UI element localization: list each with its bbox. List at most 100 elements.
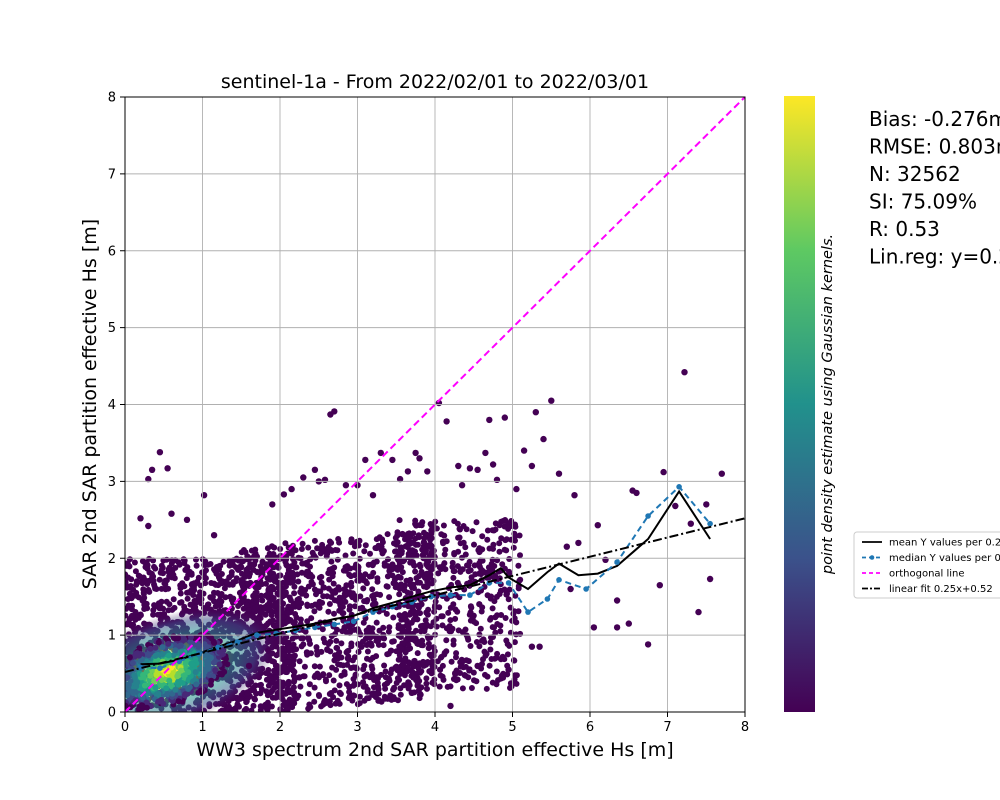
density-point: [290, 684, 297, 691]
density-point: [488, 593, 495, 600]
density-point: [298, 635, 305, 642]
density-point: [295, 578, 302, 585]
density-point: [389, 572, 396, 579]
density-point: [336, 539, 343, 546]
density-point: [391, 685, 397, 692]
density-point: [279, 656, 286, 662]
density-point: [367, 634, 374, 641]
density-point: [326, 672, 333, 679]
density-point: [279, 619, 285, 625]
density-point: [411, 658, 418, 665]
density-point: [375, 686, 382, 693]
density-point: [439, 662, 446, 669]
density-point: [364, 648, 371, 655]
scatter-point: [458, 482, 466, 489]
density-point: [411, 585, 417, 592]
density-point: [297, 589, 304, 595]
density-point: [508, 683, 515, 690]
density-point: [476, 631, 483, 638]
scatter-point: [358, 643, 365, 650]
density-point: [428, 566, 435, 573]
density-point: [331, 564, 338, 571]
density-point: [282, 540, 289, 547]
density-point: [259, 597, 266, 604]
y-tick-label: 7: [108, 167, 116, 182]
density-point: [366, 640, 372, 647]
scatter-point: [528, 462, 536, 470]
density-point: [200, 635, 207, 642]
density-point: [399, 569, 406, 576]
density-point: [216, 648, 223, 655]
density-point: [353, 665, 360, 672]
density-point: [207, 561, 214, 567]
density-point: [417, 601, 424, 608]
density-point: [164, 691, 171, 698]
density-point: [331, 610, 337, 617]
density-point: [413, 522, 420, 529]
density-point: [336, 689, 343, 696]
density-point: [492, 614, 499, 621]
density-point: [243, 698, 250, 705]
density-point: [502, 615, 509, 621]
density-point: [437, 654, 444, 661]
density-point: [165, 652, 172, 659]
density-point: [299, 560, 306, 567]
density-point: [181, 560, 188, 567]
density-point: [429, 580, 436, 587]
density-point: [496, 522, 503, 529]
density-point: [141, 682, 148, 689]
density-point: [459, 685, 466, 692]
density-point: [418, 568, 425, 575]
density-point: [410, 530, 417, 537]
series-marker: [467, 592, 473, 598]
density-point: [410, 669, 416, 676]
density-point: [390, 614, 397, 621]
density-point: [237, 600, 244, 607]
density-point: [125, 661, 129, 668]
density-point: [311, 674, 318, 680]
density-point: [399, 531, 406, 538]
density-point: [166, 677, 173, 684]
density-point: [486, 662, 493, 669]
density-point: [316, 693, 323, 699]
scatter-point: [681, 369, 688, 376]
density-point: [491, 624, 498, 631]
density-point: [189, 661, 196, 668]
density-point: [484, 527, 491, 534]
density-point: [427, 623, 434, 630]
scatter-point: [656, 582, 663, 589]
density-point: [385, 556, 391, 563]
density-point: [366, 573, 373, 580]
density-point: [397, 691, 404, 698]
density-point: [263, 580, 269, 587]
density-point: [420, 658, 427, 665]
density-point: [305, 634, 312, 641]
density-point: [409, 559, 416, 566]
stats-line: R: 0.53: [869, 217, 940, 241]
density-point: [450, 676, 457, 682]
density-point: [308, 650, 314, 657]
density-point: [350, 676, 357, 682]
density-point: [414, 609, 421, 616]
scatter-point: [447, 702, 454, 710]
density-point: [180, 672, 187, 679]
density-point: [283, 704, 290, 711]
density-point: [373, 591, 380, 598]
density-point: [488, 560, 495, 567]
density-point: [403, 668, 410, 675]
density-point: [387, 670, 394, 677]
series-line-3: [125, 517, 745, 673]
density-point: [220, 558, 227, 565]
x-tick-label: 5: [508, 720, 516, 735]
density-point: [187, 638, 194, 645]
density-point: [367, 656, 374, 663]
density-point: [290, 578, 297, 585]
scatter-point: [296, 674, 303, 681]
density-point: [513, 672, 520, 679]
density-point: [506, 568, 512, 575]
scatter-point: [164, 465, 171, 472]
density-point: [126, 563, 133, 570]
series-lines: [125, 97, 745, 712]
density-point: [385, 675, 392, 682]
density-point: [365, 561, 372, 568]
